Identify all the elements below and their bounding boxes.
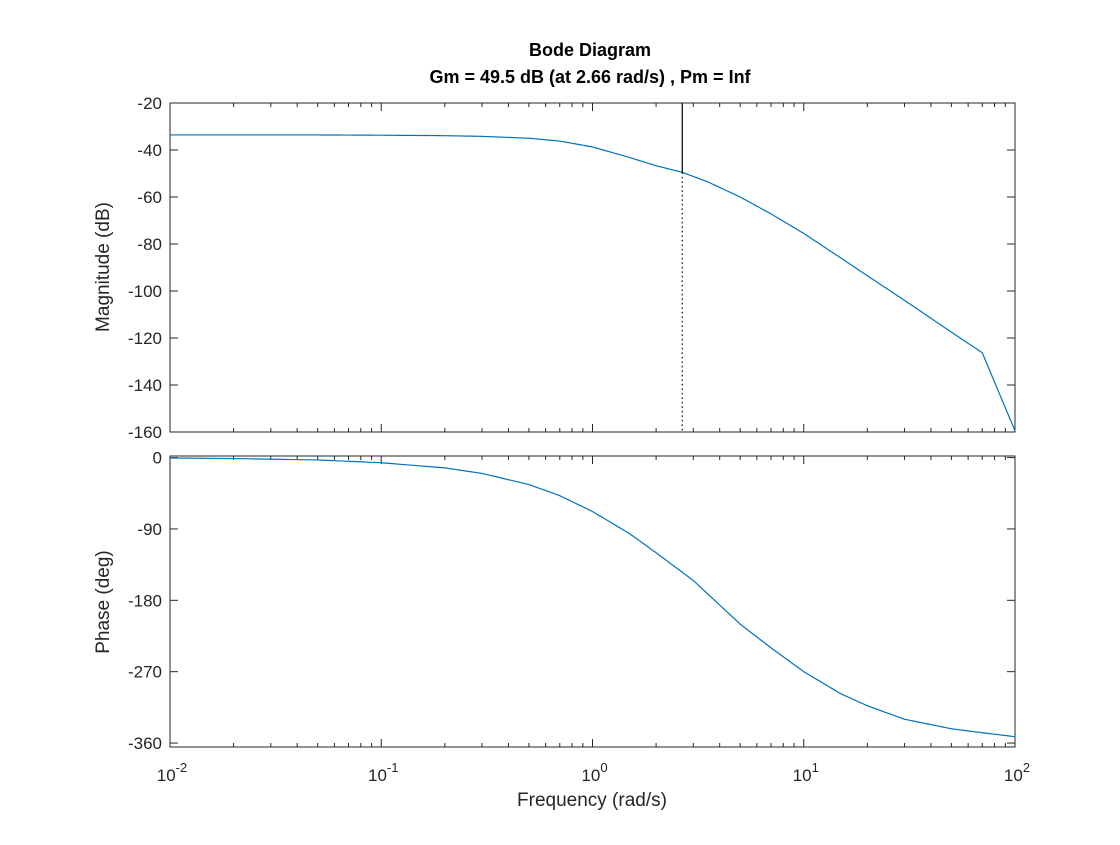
x-tick-label: 10-2	[157, 760, 187, 785]
magnitude-y-tick-label: -100	[128, 282, 162, 301]
x-tick-base: 10	[368, 766, 387, 785]
x-tick-base: 10	[793, 766, 812, 785]
magnitude-y-tick-label: -80	[137, 235, 162, 254]
phase-axis-label: Phase (deg)	[93, 550, 114, 654]
magnitude-y-tick-label: -160	[128, 423, 162, 442]
chart-subtitle: Gm = 49.5 dB (at 2.66 rad/s) , Pm = Inf	[429, 67, 751, 87]
x-tick-labels: 10-2 10-1 100 101 102	[157, 760, 1030, 785]
x-tick-exponent: -1	[387, 760, 399, 775]
phase-y-tick-label: -360	[128, 734, 162, 753]
x-tick-label: 100	[581, 760, 607, 785]
magnitude-y-tick-label: -20	[137, 94, 162, 113]
magnitude-y-tick-label: -120	[128, 329, 162, 348]
magnitude-y-tick-labels: -20 -40 -60 -80 -100 -120 -140 -160	[128, 94, 162, 442]
x-tick-label: 10-1	[368, 760, 398, 785]
phase-y-tick-labels: 0 -90 -180 -270 -360	[128, 449, 162, 753]
magnitude-ticks	[169, 102, 1015, 433]
magnitude-y-tick-label: -40	[137, 141, 162, 160]
x-tick-exponent: 2	[1023, 760, 1030, 775]
x-tick-label: 101	[793, 760, 819, 785]
phase-series-line	[169, 457, 1016, 738]
phase-panel: 0 -90 -180 -270 -360 Phase (deg)	[93, 449, 1016, 753]
phase-ticks	[169, 456, 1015, 747]
x-tick-base: 10	[157, 766, 176, 785]
phase-axes-box	[169, 455, 1016, 748]
phase-y-tick-label: -270	[128, 663, 162, 682]
phase-y-tick-label: 0	[153, 449, 162, 468]
magnitude-axes-box	[169, 102, 1016, 433]
x-axis-label: Frequency (rad/s)	[517, 790, 667, 811]
magnitude-axis-label: Magnitude (dB)	[93, 202, 114, 332]
x-tick-exponent: -2	[176, 760, 188, 775]
x-tick-exponent: 0	[600, 760, 607, 775]
magnitude-y-tick-label: -60	[137, 188, 162, 207]
phase-y-tick-label: -90	[137, 520, 162, 539]
magnitude-series-line	[170, 134, 1016, 432]
magnitude-y-tick-label: -140	[128, 376, 162, 395]
chart-title: Bode Diagram	[529, 40, 651, 60]
magnitude-panel: -20 -40 -60 -80 -100 -120 -140 -160 Magnitude (…	[93, 94, 1016, 442]
phase-y-tick-label: -180	[128, 591, 162, 610]
x-tick-exponent: 1	[812, 760, 819, 775]
x-tick-label: 102	[1004, 760, 1030, 785]
x-tick-base: 10	[581, 766, 600, 785]
x-tick-base: 10	[1004, 766, 1023, 785]
